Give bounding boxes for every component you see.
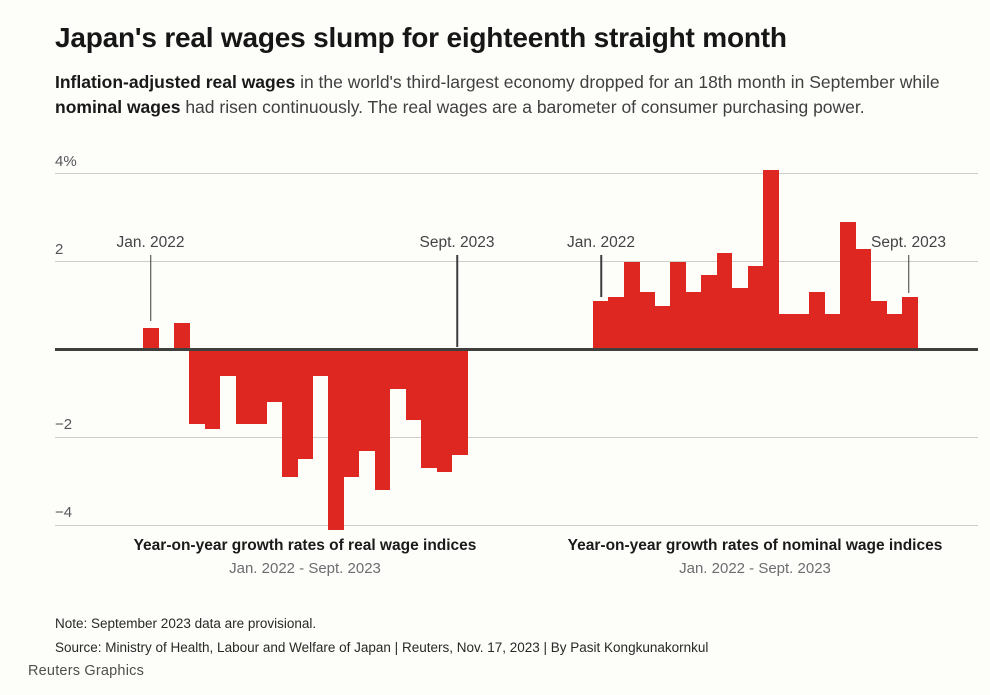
bar-apr-2023	[824, 314, 841, 350]
bar-feb-2022	[608, 296, 625, 350]
left-chart-caption-range: Jan. 2022 - Sept. 2023	[229, 560, 381, 577]
bar-jun-2023	[855, 248, 872, 350]
bar-jun-2022	[670, 261, 686, 350]
bar-aug-2023	[436, 349, 453, 473]
bar-jul-2023	[421, 349, 437, 468]
bar-nov-2022	[747, 266, 764, 350]
bar-sep-2022	[266, 349, 283, 403]
y-tick-label: −4	[55, 504, 73, 522]
bar-jun-2023	[405, 349, 422, 420]
right-chart-caption-title: Year-on-year growth rates of nominal wag…	[567, 537, 943, 554]
bar-oct-2022	[282, 349, 298, 477]
bar-jul-2022	[235, 349, 252, 425]
bar-feb-2023	[343, 349, 360, 477]
bar-may-2022	[654, 305, 671, 350]
reuters-graphics-credit: Reuters Graphics	[28, 663, 145, 679]
bar-aug-2022	[251, 349, 267, 425]
annotation-marker-line	[456, 255, 458, 347]
annotation-marker-line	[600, 255, 602, 297]
note-line: Note: September 2023 data are provisiona…	[55, 616, 317, 631]
bar-may-2022	[204, 349, 221, 429]
y-gridline	[55, 173, 978, 175]
subtitle-bold-nominal-wages: nominal wages	[55, 97, 181, 118]
subtitle-text-1: in the world's third-largest economy dro…	[295, 72, 940, 92]
annotation-label: Sept. 2023	[419, 234, 495, 251]
bar-feb-2023	[793, 314, 810, 350]
bar-apr-2022	[189, 349, 205, 425]
page-title: Japan's real wages slump for eighteenth …	[55, 22, 787, 53]
bar-jul-2023	[871, 301, 887, 350]
annotation-label: Jan. 2022	[566, 234, 636, 251]
bar-jul-2022	[685, 292, 702, 350]
annotation-label: Sept. 2023	[871, 234, 946, 251]
y-gridline	[55, 436, 978, 438]
y-gridline	[55, 524, 978, 526]
bar-apr-2023	[374, 349, 391, 490]
subtitle-bold-real-wages: Inflation-adjusted real wages	[55, 72, 296, 92]
bar-sep-2023	[452, 349, 468, 455]
page-subtitle: Inflation-adjusted real wages in the wor…	[55, 70, 983, 120]
bar-mar-2023	[359, 349, 375, 451]
y-tick-label: 4%	[55, 152, 77, 170]
y-tick-label: 2	[55, 240, 64, 258]
bar-may-2023	[390, 349, 406, 389]
bar-jun-2022	[220, 349, 236, 376]
bar-sep-2022	[716, 252, 733, 350]
bar-mar-2023	[809, 292, 825, 350]
bar-dec-2022	[312, 349, 329, 376]
bar-dec-2022	[762, 169, 779, 350]
bar-jan-2023	[328, 349, 345, 530]
right-chart-caption-range: Jan. 2022 - Sept. 2023	[679, 560, 831, 577]
bar-jan-2022	[143, 327, 159, 350]
right-chart-caption: Year-on-year growth rates of nominal wag…	[568, 537, 943, 577]
bar-sep-2023	[902, 296, 918, 350]
annotation-label: Jan. 2022	[116, 234, 185, 251]
bar-mar-2022	[623, 261, 640, 350]
left-chart-caption-title: Year-on-year growth rates of real wage i…	[133, 537, 477, 554]
left-chart-caption: Year-on-year growth rates of real wage i…	[134, 537, 477, 577]
subtitle-text-2: had risen continuously. The real wages a…	[180, 97, 865, 118]
bar-aug-2022	[701, 274, 717, 350]
y-gridline	[55, 261, 978, 263]
source-line: Source: Ministry of Health, Labour and W…	[55, 640, 709, 655]
bar-nov-2022	[297, 349, 314, 460]
annotation-marker-line	[907, 255, 910, 293]
bar-mar-2022	[173, 323, 190, 350]
zero-baseline	[55, 348, 978, 351]
bar-aug-2023	[886, 314, 903, 350]
bar-jan-2023	[778, 314, 795, 350]
bar-apr-2022	[639, 292, 655, 350]
annotation-marker-line	[149, 255, 152, 321]
y-tick-label: −2	[55, 416, 73, 434]
bar-jan-2022	[593, 301, 609, 350]
bar-may-2023	[840, 222, 856, 350]
bar-oct-2022	[732, 288, 748, 350]
